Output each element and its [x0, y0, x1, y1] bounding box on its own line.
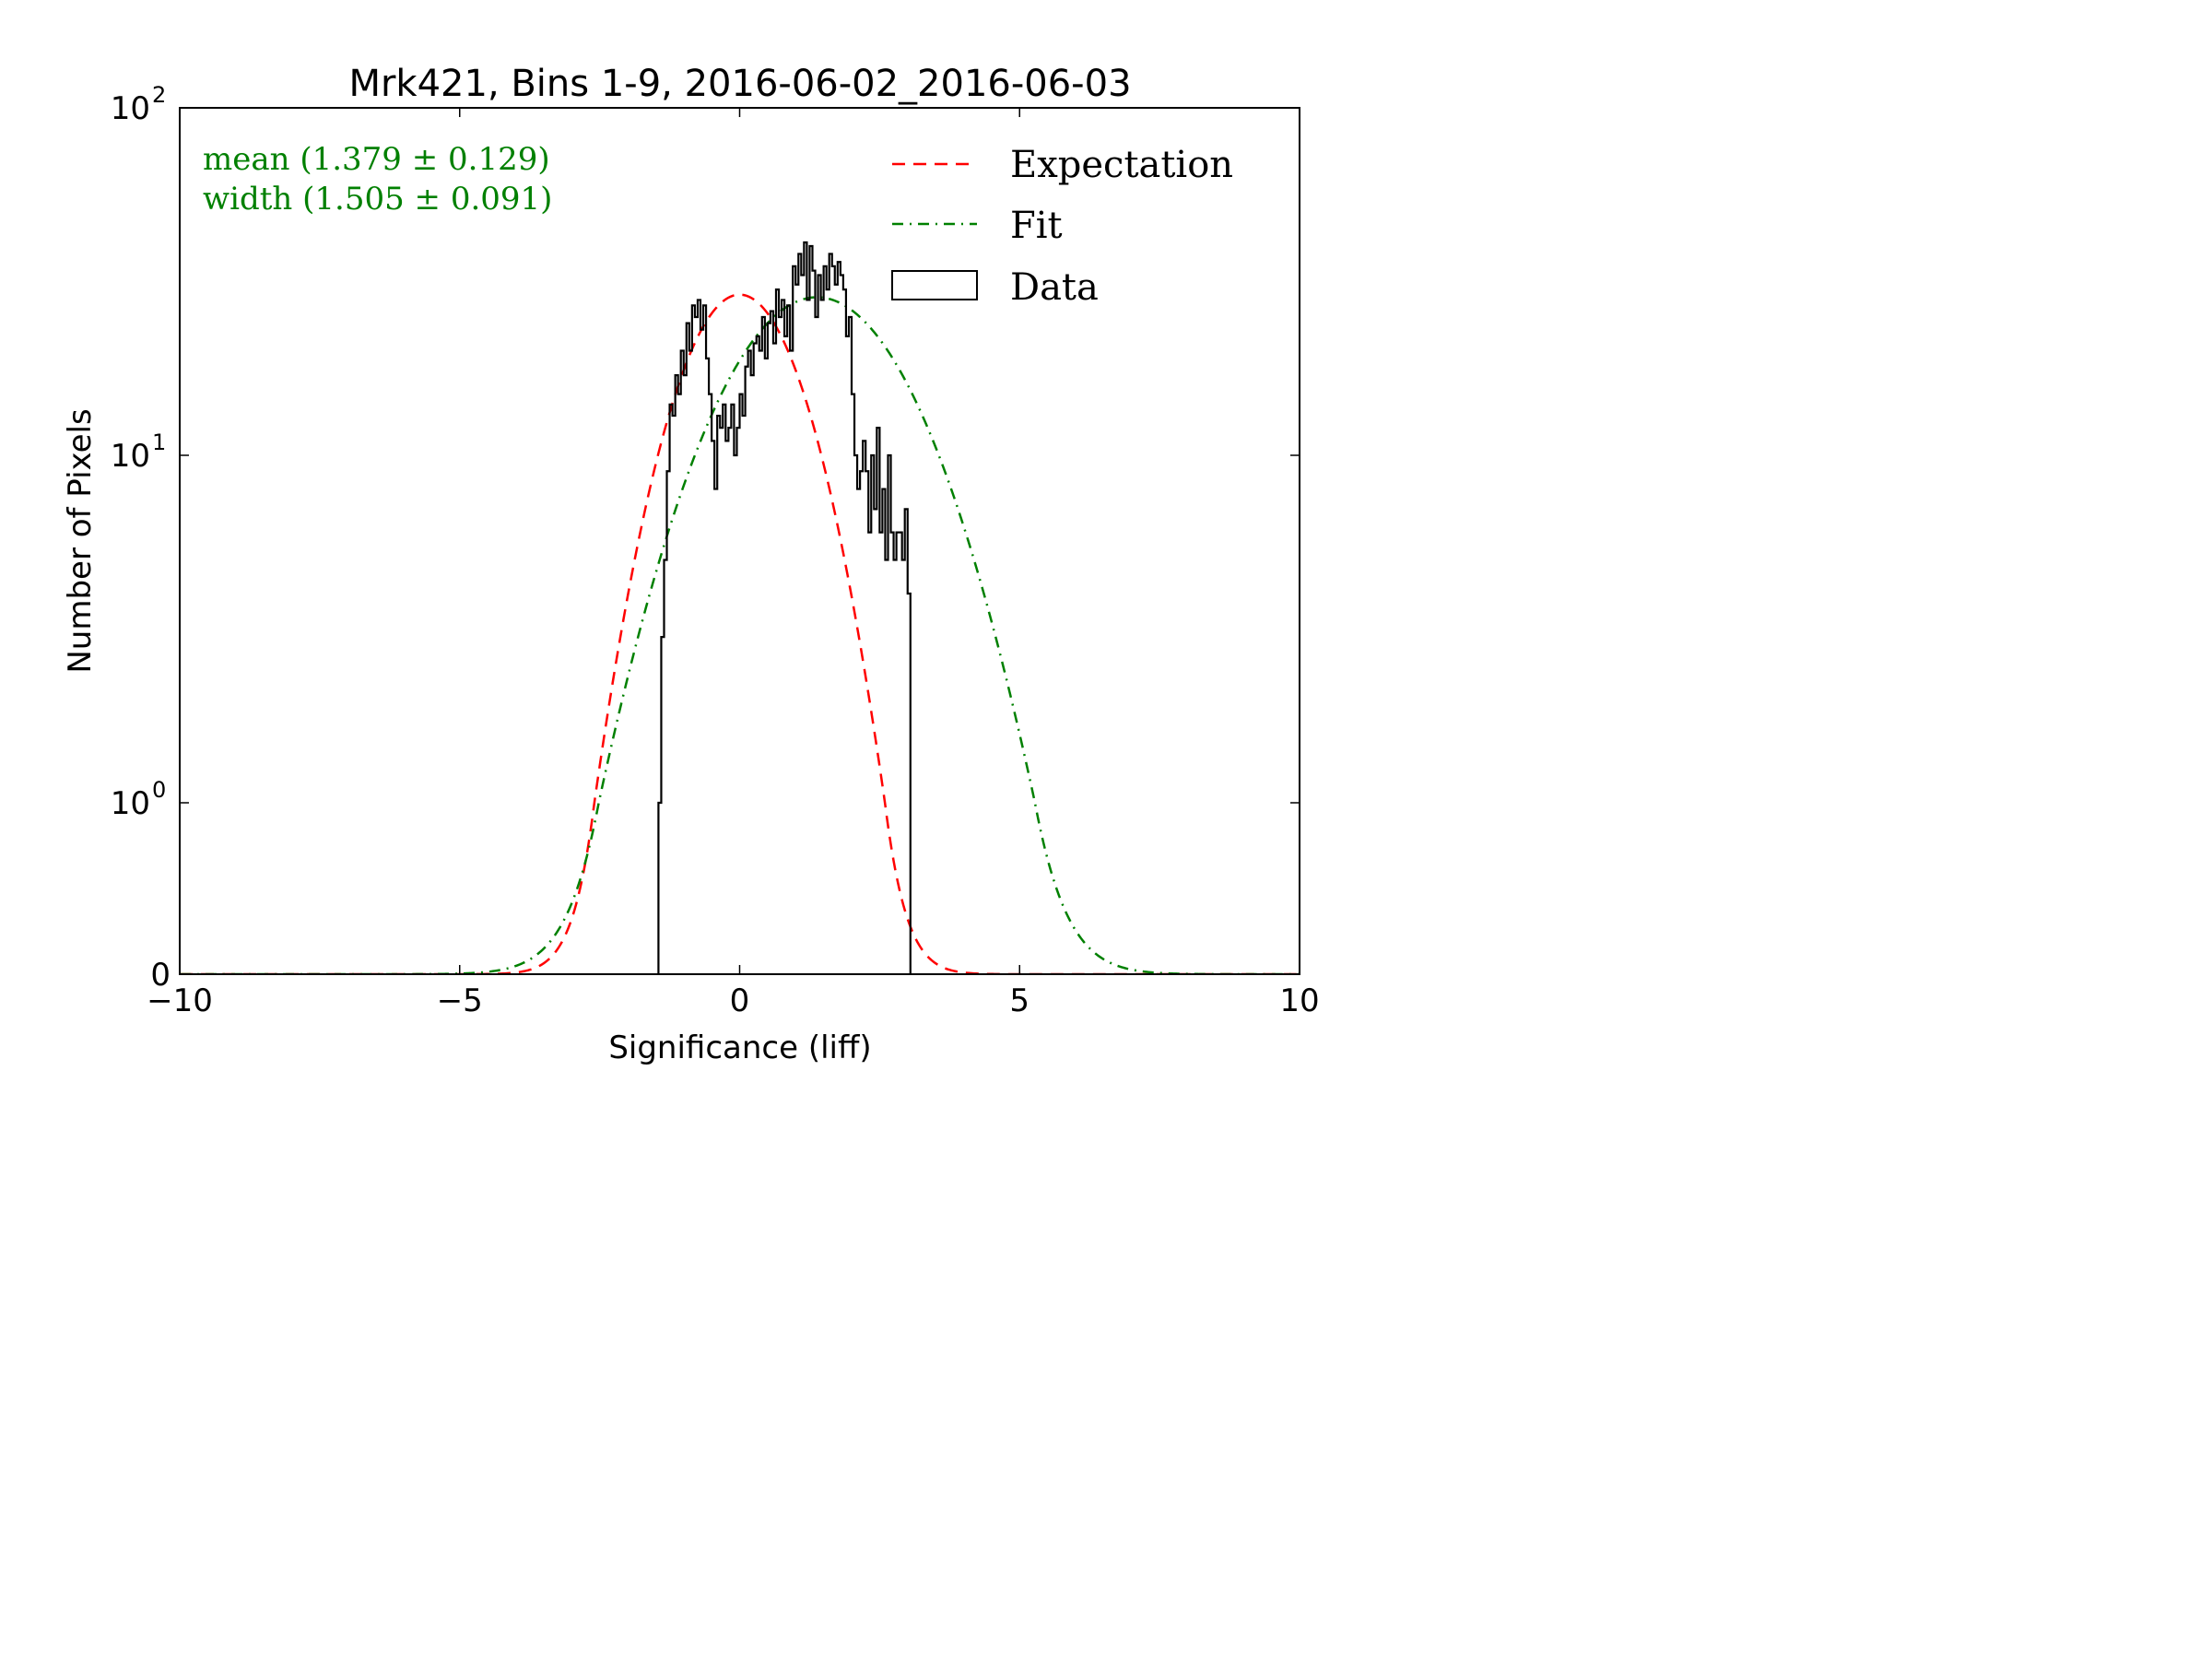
x-tick-label: 0 — [730, 982, 750, 1019]
x-axis: −10 −5 0 5 10 — [147, 108, 1320, 1019]
fit-mean-annotation: mean (1.379 ± 0.129) — [203, 141, 550, 178]
y-axis-label: Number of Pixels — [62, 408, 99, 673]
x-tick-label: 10 — [1279, 982, 1319, 1019]
series-layer — [180, 241, 1300, 974]
fit-width-annotation: width (1.505 ± 0.091) — [203, 181, 552, 218]
y-tick-label: 10 — [111, 785, 150, 822]
legend: Expectation Fit Data — [891, 144, 1233, 309]
x-tick-label: 5 — [1009, 982, 1030, 1019]
x-tick-label: −10 — [147, 982, 213, 1019]
legend-data-label: Data — [1010, 266, 1099, 309]
x-axis-label: Significance (liff) — [608, 1030, 871, 1066]
chart-title: Mrk421, Bins 1-9, 2016-06-02_2016-06-03 — [348, 63, 1131, 105]
legend-fit-label: Fit — [1010, 205, 1063, 247]
plot-area — [180, 241, 1300, 974]
y-tick-label: 10 — [111, 90, 150, 127]
legend-expectation-label: Expectation — [1010, 144, 1233, 186]
legend-data-swatch — [891, 270, 978, 300]
y-tick-label: 10 — [111, 438, 150, 475]
x-tick-label: −5 — [437, 982, 483, 1019]
y-tick-exponent: 0 — [152, 777, 166, 803]
chart: Mrk421, Bins 1-9, 2016-06-02_2016-06-03 … — [0, 0, 1426, 1069]
chart-background — [0, 0, 1426, 1069]
y-tick-exponent: 1 — [152, 429, 166, 455]
y-tick-exponent: 2 — [152, 82, 166, 108]
y-tick-label: 0 — [150, 957, 171, 994]
series-data-histogram — [657, 241, 912, 974]
